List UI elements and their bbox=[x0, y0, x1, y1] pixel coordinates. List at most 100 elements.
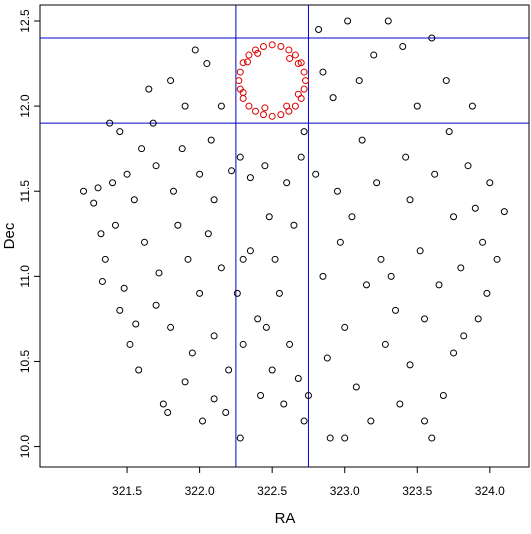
point bbox=[406, 361, 414, 369]
point bbox=[261, 104, 269, 112]
point bbox=[333, 187, 341, 195]
point bbox=[268, 366, 276, 374]
point bbox=[217, 264, 225, 272]
point bbox=[207, 136, 215, 144]
point bbox=[474, 315, 482, 323]
point bbox=[235, 77, 243, 85]
point bbox=[304, 392, 312, 400]
point bbox=[280, 400, 288, 408]
point bbox=[191, 46, 199, 54]
point bbox=[277, 111, 285, 119]
point bbox=[387, 272, 395, 280]
point bbox=[217, 102, 225, 110]
point bbox=[236, 68, 244, 76]
point bbox=[319, 272, 327, 280]
point bbox=[294, 90, 302, 98]
x-tick-label: 322.0 bbox=[185, 484, 215, 498]
y-tick-label: 11.5 bbox=[18, 180, 32, 203]
point bbox=[167, 77, 175, 85]
point bbox=[421, 417, 429, 425]
point bbox=[300, 128, 308, 136]
point bbox=[169, 187, 177, 195]
point bbox=[254, 315, 262, 323]
point bbox=[181, 378, 189, 386]
point bbox=[239, 255, 247, 263]
point bbox=[196, 289, 204, 297]
point bbox=[483, 289, 491, 297]
point bbox=[196, 170, 204, 178]
point bbox=[188, 349, 196, 357]
point bbox=[435, 281, 443, 289]
point bbox=[233, 289, 241, 297]
point bbox=[399, 43, 407, 51]
point bbox=[326, 434, 334, 442]
point bbox=[254, 49, 262, 57]
point bbox=[116, 128, 124, 136]
point bbox=[355, 77, 363, 85]
point bbox=[428, 34, 436, 42]
point bbox=[315, 26, 323, 34]
point bbox=[341, 434, 349, 442]
point bbox=[262, 323, 270, 331]
point bbox=[123, 170, 131, 178]
point bbox=[341, 323, 349, 331]
point bbox=[300, 417, 308, 425]
point bbox=[145, 85, 153, 93]
point bbox=[312, 170, 320, 178]
point bbox=[268, 112, 276, 120]
point bbox=[413, 102, 421, 110]
point bbox=[246, 174, 254, 182]
point bbox=[101, 255, 109, 263]
point bbox=[367, 417, 375, 425]
point bbox=[421, 315, 429, 323]
point bbox=[268, 41, 276, 49]
point bbox=[159, 400, 167, 408]
point bbox=[98, 277, 106, 285]
point bbox=[251, 107, 259, 115]
point bbox=[275, 289, 283, 297]
x-tick-label: 323.0 bbox=[330, 484, 360, 498]
point bbox=[225, 366, 233, 374]
point bbox=[257, 392, 265, 400]
point bbox=[323, 354, 331, 362]
point bbox=[204, 230, 212, 238]
point bbox=[199, 417, 207, 425]
point bbox=[80, 187, 88, 195]
point bbox=[178, 145, 186, 153]
point bbox=[297, 153, 305, 161]
point bbox=[329, 94, 337, 102]
point bbox=[362, 281, 370, 289]
point bbox=[352, 383, 360, 391]
point bbox=[222, 409, 230, 417]
point bbox=[442, 77, 450, 85]
point bbox=[203, 60, 211, 68]
point bbox=[431, 170, 439, 178]
y-tick-label: 11.0 bbox=[18, 265, 32, 288]
point bbox=[116, 306, 124, 314]
y-axis-label: Dec bbox=[1, 222, 18, 249]
point bbox=[228, 167, 236, 175]
x-tick-label: 323.5 bbox=[402, 484, 432, 498]
point bbox=[479, 238, 487, 246]
point bbox=[297, 59, 305, 67]
point bbox=[283, 179, 291, 187]
point bbox=[181, 102, 189, 110]
point bbox=[286, 54, 294, 62]
point bbox=[246, 247, 254, 255]
point bbox=[416, 247, 424, 255]
point bbox=[106, 119, 114, 127]
point bbox=[239, 94, 247, 102]
point bbox=[236, 153, 244, 161]
point bbox=[243, 58, 251, 66]
point bbox=[239, 88, 247, 96]
plot-frame bbox=[39, 4, 530, 468]
point bbox=[251, 46, 259, 54]
point bbox=[291, 51, 299, 59]
point bbox=[109, 179, 117, 187]
point bbox=[471, 204, 479, 212]
point bbox=[167, 323, 175, 331]
point bbox=[294, 374, 302, 382]
point bbox=[294, 60, 302, 68]
point bbox=[174, 221, 182, 229]
